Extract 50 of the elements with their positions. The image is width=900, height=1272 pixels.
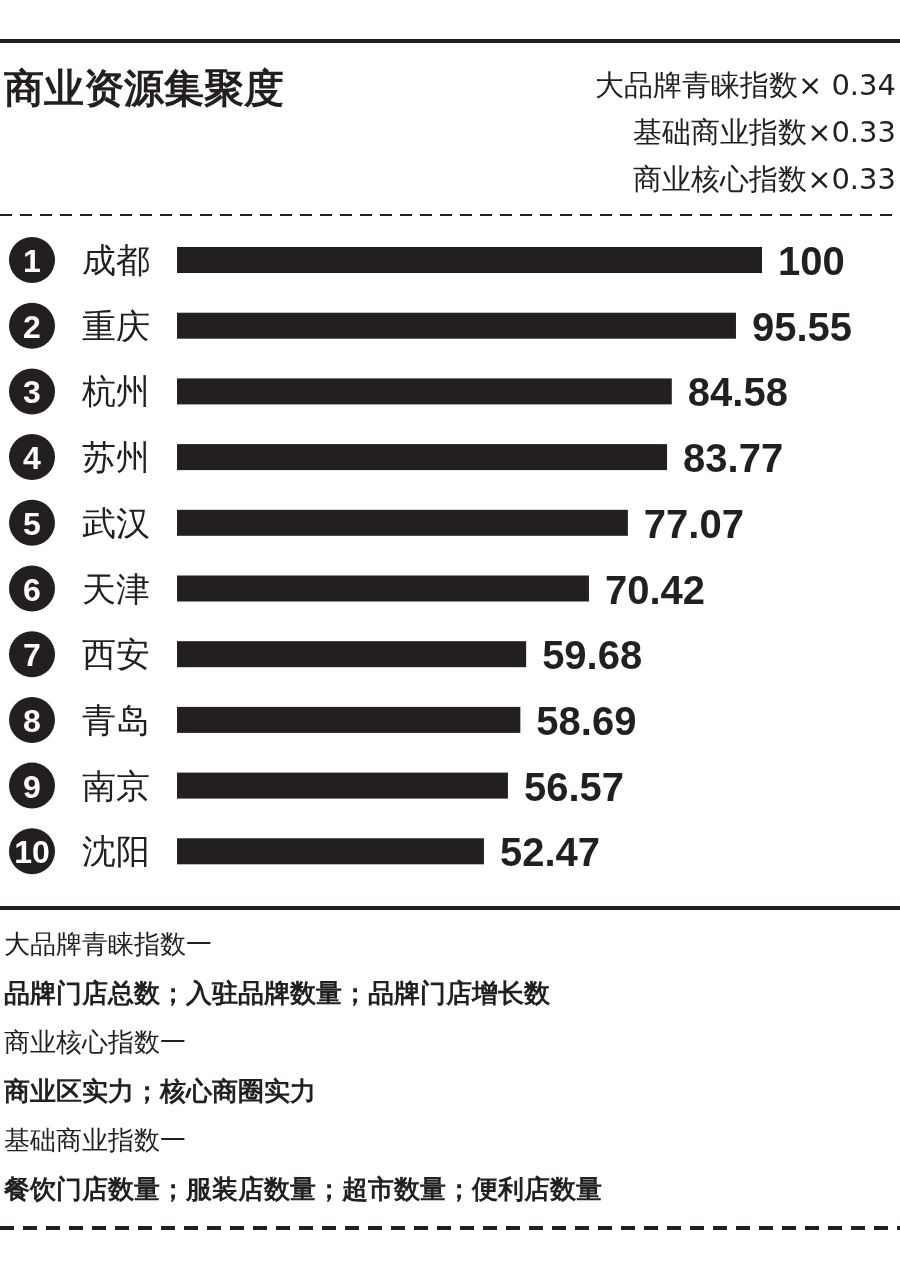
text: 3	[23, 374, 41, 411]
data-label: 100	[778, 239, 845, 283]
text: 大品牌青睐指数一	[4, 929, 212, 959]
data-label: 84.58	[687, 370, 788, 415]
bar	[177, 378, 672, 405]
text: 4	[23, 440, 42, 477]
data-label: 58.69	[536, 698, 637, 743]
y-tick-label: 苏州	[82, 437, 150, 478]
bar	[177, 509, 628, 536]
text: 10	[14, 834, 50, 871]
text: 1	[23, 243, 41, 279]
data-label: 56.57	[523, 764, 625, 809]
bar	[177, 838, 484, 865]
bar	[177, 706, 521, 733]
bar	[177, 247, 762, 273]
text: 商业核心指数一	[4, 1027, 186, 1057]
text: 商业区实力；核心商圈实力	[3, 1076, 316, 1106]
data-label: 95.55	[751, 304, 853, 349]
y-tick-label: 沈阳	[82, 831, 150, 872]
data-label: 77.07	[643, 501, 744, 546]
y-tick-label: 西安	[82, 634, 150, 675]
text: 品牌门店总数；入驻品牌数量；品牌门店增长数	[4, 978, 551, 1008]
text: 9	[23, 768, 41, 805]
data-label: 59.68	[542, 633, 643, 678]
y-tick-label: 武汉	[82, 502, 150, 543]
y-tick-label: 重庆	[82, 305, 150, 346]
bar	[177, 575, 589, 602]
text: 7	[23, 637, 41, 674]
y-tick-label: 天津	[82, 568, 150, 609]
text: 8	[23, 702, 41, 739]
bar	[177, 641, 527, 668]
text: 2	[23, 308, 41, 345]
bar	[177, 312, 736, 339]
y-tick-label: 青岛	[82, 699, 150, 740]
y-tick-label: 杭州	[81, 371, 150, 412]
y-tick-label: 成都	[82, 240, 150, 280]
data-label: 52.47	[499, 830, 601, 875]
bar	[177, 444, 668, 471]
y-tick-label: 南京	[82, 765, 150, 806]
data-label: 70.42	[604, 567, 706, 612]
text: 商业核心指数×0.33	[633, 162, 896, 196]
text: 基础商业指数×0.33	[633, 115, 896, 149]
data-label: 83.77	[683, 436, 784, 481]
bar	[177, 772, 508, 799]
text: 基础商业指数一	[4, 1125, 186, 1155]
text: 5	[23, 505, 41, 542]
text: 6	[23, 571, 41, 608]
text: 大品牌青睐指数× 0.34	[594, 68, 896, 102]
chart-title: 商业资源集聚度	[4, 65, 284, 111]
text: 餐饮门店数量；服装店数量；超市数量；便利店数量	[3, 1174, 602, 1204]
